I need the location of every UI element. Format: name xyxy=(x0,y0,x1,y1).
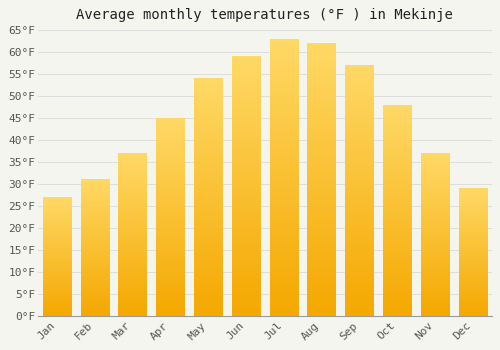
Bar xyxy=(156,118,184,316)
Bar xyxy=(118,154,147,316)
Bar xyxy=(308,44,336,316)
Bar xyxy=(270,39,298,316)
Bar xyxy=(194,79,222,316)
Bar xyxy=(458,189,487,316)
Bar xyxy=(421,154,449,316)
Bar xyxy=(232,57,260,316)
Title: Average monthly temperatures (°F ) in Mekinje: Average monthly temperatures (°F ) in Me… xyxy=(76,8,454,22)
Bar xyxy=(80,180,109,316)
Bar xyxy=(43,197,71,316)
Bar xyxy=(345,65,374,316)
Bar xyxy=(383,105,412,316)
